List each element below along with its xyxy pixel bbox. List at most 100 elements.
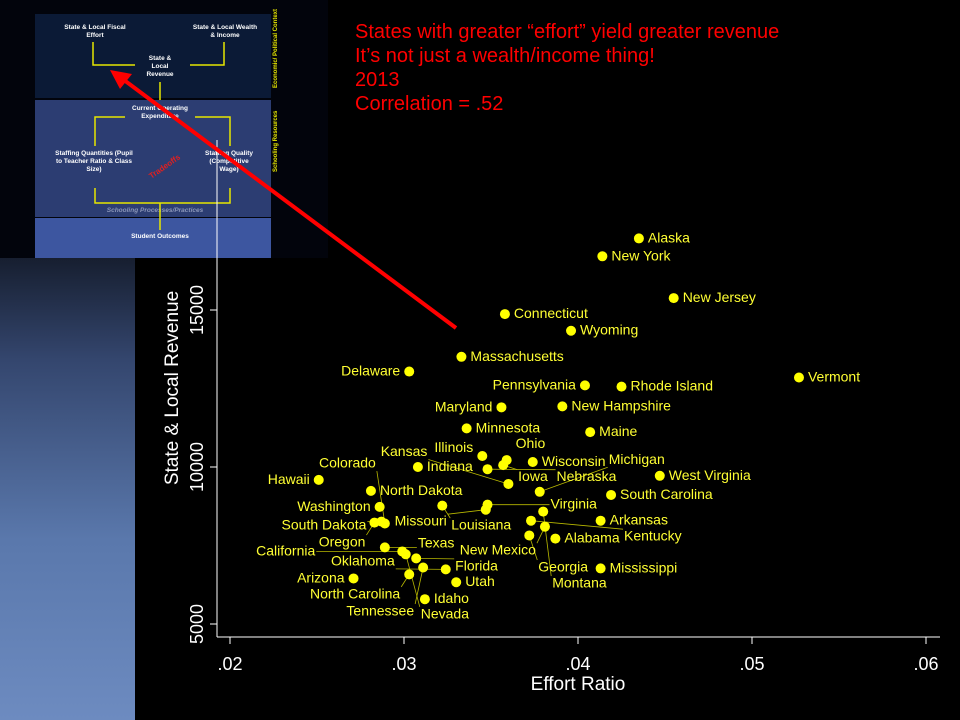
point-marker [348, 573, 359, 584]
point-label: West Virginia [669, 467, 751, 483]
point-marker [418, 562, 429, 573]
label-leader-line [447, 509, 486, 515]
point-marker [419, 594, 430, 605]
point-label: North Carolina [310, 585, 400, 601]
data-point: Connecticut [499, 305, 588, 321]
label-leader-line [414, 567, 424, 605]
point-label: Hawaii [268, 471, 310, 487]
point-marker [633, 233, 644, 244]
point-label: Alaska [648, 229, 690, 245]
point-label: Arkansas [610, 512, 668, 528]
point-label: Maine [599, 423, 637, 439]
point-marker [379, 542, 390, 553]
data-point: Mississippi [595, 559, 678, 575]
point-label: New York [611, 247, 671, 263]
point-label: Arizona [297, 569, 345, 585]
point-label: Texas [418, 534, 455, 550]
point-marker [595, 515, 606, 526]
point-marker [503, 478, 514, 489]
point-label: Virginia [551, 496, 598, 512]
point-label: South Carolina [620, 486, 713, 502]
data-point: New Mexico [460, 521, 550, 558]
point-label: Ohio [516, 435, 546, 451]
processes-label: Schooling Processes/Practices [106, 207, 204, 214]
point-label: New Hampshire [571, 397, 671, 413]
data-point: South Carolina [606, 486, 713, 502]
point-marker [404, 569, 415, 580]
label-leader-line [487, 468, 556, 471]
y-tick-label: 15000 [187, 285, 207, 335]
data-point: Massachusetts [456, 348, 564, 364]
point-marker [566, 325, 577, 336]
x-tick-label: .03 [391, 654, 416, 674]
data-point: Louisiana [437, 500, 511, 533]
data-point: Georgia [524, 530, 588, 574]
point-marker [461, 423, 472, 434]
title-line: 2013 [355, 69, 400, 91]
data-point: Iowa [498, 460, 548, 484]
point-label: Connecticut [514, 305, 588, 321]
point-label: Wyoming [580, 322, 638, 338]
data-point: Michigan [534, 451, 665, 497]
data-point: Ohio [501, 435, 546, 466]
data-points: Alaska New York New Jersey ConnecticutWyomi… [256, 229, 860, 621]
data-point: Hawaii [268, 471, 324, 487]
point-label: Iowa [518, 468, 548, 484]
point-label: Indiana [427, 458, 473, 474]
point-marker [365, 485, 376, 496]
point-marker [585, 427, 596, 438]
point-label: Mississippi [610, 559, 678, 575]
data-point: New York [597, 247, 672, 263]
data-point: Pennsylvania [493, 376, 590, 392]
point-label: Georgia [538, 558, 588, 574]
point-marker [496, 402, 507, 413]
point-label: Massachusetts [470, 348, 563, 364]
point-marker [606, 489, 617, 500]
red-arrow [110, 70, 458, 330]
label-leader-line [539, 466, 608, 493]
title-line: Correlation = .52 [355, 93, 504, 115]
label-leader-line [376, 470, 386, 524]
data-point: Alabama [550, 530, 620, 546]
point-label: North Dakota [380, 482, 463, 498]
point-marker [550, 533, 561, 544]
inset-diagram: State & Local Fiscal Effort State & Loca… [0, 0, 328, 258]
point-label: Oklahoma [331, 552, 395, 568]
point-marker [534, 486, 545, 497]
slide-title: States with greater “effort” yield great… [355, 20, 779, 116]
data-point: Oregon [319, 517, 380, 550]
arrow-head-icon [110, 70, 132, 89]
data-point: Wisconsin [527, 453, 606, 469]
axes: .02 .03 .04 .05 .06 5000 10000 15000 [187, 140, 940, 674]
point-marker [477, 451, 488, 462]
point-label: Montana [552, 575, 607, 591]
revenue-box: State & Local Revenue [146, 55, 174, 78]
point-marker [374, 501, 385, 512]
point-label: Wisconsin [542, 453, 606, 469]
data-point: West Virginia [654, 467, 751, 483]
label-leader-line [428, 459, 509, 485]
point-label: Michigan [609, 451, 665, 467]
label-leader-line [416, 557, 455, 560]
point-label: New Jersey [683, 289, 756, 305]
point-label: New Mexico [460, 542, 536, 558]
point-label: California [256, 542, 315, 558]
x-tick-label: .06 [913, 654, 938, 674]
y-tick-label: 5000 [187, 604, 207, 644]
point-marker [498, 460, 509, 471]
point-marker [616, 381, 627, 392]
x-tick-label: .02 [217, 654, 242, 674]
point-marker [313, 474, 324, 485]
point-marker [668, 293, 679, 304]
point-marker [451, 577, 462, 588]
point-label: Oregon [319, 534, 366, 550]
point-label: Washington [297, 498, 370, 514]
data-point: Idaho [419, 590, 469, 606]
point-label: Nevada [421, 605, 469, 621]
title-line: It’s not just a wealth/income thing! [355, 45, 655, 67]
point-label: Delaware [341, 363, 400, 379]
data-point: Arizona [297, 569, 359, 585]
wealth-income-box: State & Local Wealth & Income [192, 24, 258, 39]
data-point: Montana [538, 506, 607, 591]
